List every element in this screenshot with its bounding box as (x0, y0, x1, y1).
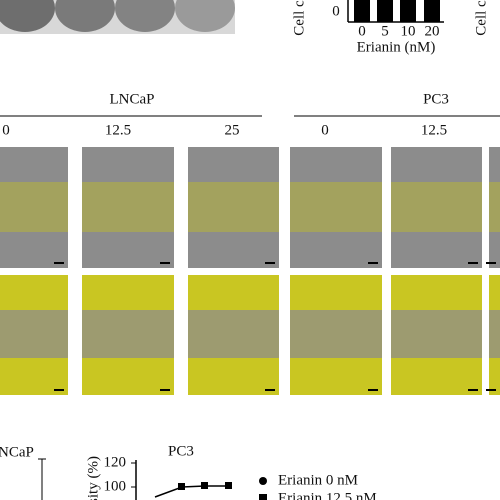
panel-region (489, 147, 500, 182)
panel-region (391, 182, 482, 232)
panel-region (486, 262, 496, 264)
panel-region (489, 310, 500, 358)
panel-region (188, 232, 279, 268)
panel-region (391, 358, 482, 395)
panel-region (468, 389, 478, 391)
panel-region (391, 147, 482, 182)
dose-label: 0 (321, 122, 329, 138)
panel-region (82, 182, 174, 232)
panel-region (489, 182, 500, 232)
panel-region (290, 147, 382, 182)
panel-region (489, 358, 500, 395)
panel-region (0, 310, 68, 358)
panel-region (290, 275, 382, 310)
panel-region (468, 262, 478, 264)
legend-entry: Erianin 12.5 nM (278, 490, 377, 500)
panel-region (82, 358, 174, 395)
x-tick-label: 20 (425, 23, 440, 39)
legend-entry: Erianin 0 nM (278, 472, 358, 488)
y-tick-label: 100 (104, 478, 127, 494)
panel-region (391, 310, 482, 358)
y-axis-label: Cell c (473, 0, 489, 36)
panel-region (489, 275, 500, 310)
bars (354, 0, 440, 22)
y-axis-label: sity (%) (85, 456, 101, 500)
panel-region (290, 310, 382, 358)
panel-region (0, 182, 68, 232)
dose-label: 25 (225, 122, 240, 138)
dish-photos (0, 0, 235, 34)
panel-label: PC3 (168, 443, 194, 459)
group-label: LNCaP (110, 91, 155, 107)
panel-region (391, 275, 482, 310)
micrographs (0, 147, 500, 395)
dose-label: 0 (2, 122, 10, 138)
panel-region (489, 232, 500, 268)
panel-region (0, 275, 68, 310)
y-tick-label: 120 (104, 454, 127, 470)
panel-region (265, 262, 275, 264)
x-axis-label: Erianin (nM) (357, 39, 436, 55)
panel-region (290, 182, 382, 232)
panel-region (265, 389, 275, 391)
legend-marker (259, 494, 267, 500)
panel-region (54, 389, 64, 391)
panel-region (188, 310, 279, 358)
panel-region (188, 358, 279, 395)
panel-region (54, 262, 64, 264)
panel-label: NCaP (0, 444, 34, 460)
panel-region (188, 182, 279, 232)
point (178, 483, 185, 490)
x-tick-label: 10 (401, 23, 416, 39)
x-tick-label: 0 (358, 23, 366, 39)
point (201, 482, 208, 489)
group-label: PC3 (423, 91, 449, 107)
panel-region (82, 310, 174, 358)
panel-region (290, 232, 382, 268)
panel-region (160, 262, 170, 264)
panel-region (290, 358, 382, 395)
dose-label: 12.5 (421, 122, 447, 138)
panel-region (486, 389, 496, 391)
point (225, 482, 232, 489)
panel-region (82, 275, 174, 310)
dose-label: 12.5 (105, 122, 131, 138)
panel-region (82, 232, 174, 268)
panel-region (368, 262, 378, 264)
panel-region (0, 358, 68, 395)
x-tick-label: 5 (381, 23, 389, 39)
y-axis-label: Cell c (291, 0, 307, 36)
panel-region (82, 147, 174, 182)
panel-region (188, 147, 279, 182)
panel-region (160, 389, 170, 391)
panel-region (391, 232, 482, 268)
panel-region (368, 389, 378, 391)
panel-region (0, 147, 68, 182)
legend-marker (259, 477, 267, 485)
series-line (154, 485, 229, 498)
y-tick-label: 0 (332, 3, 340, 19)
panel-region (188, 275, 279, 310)
